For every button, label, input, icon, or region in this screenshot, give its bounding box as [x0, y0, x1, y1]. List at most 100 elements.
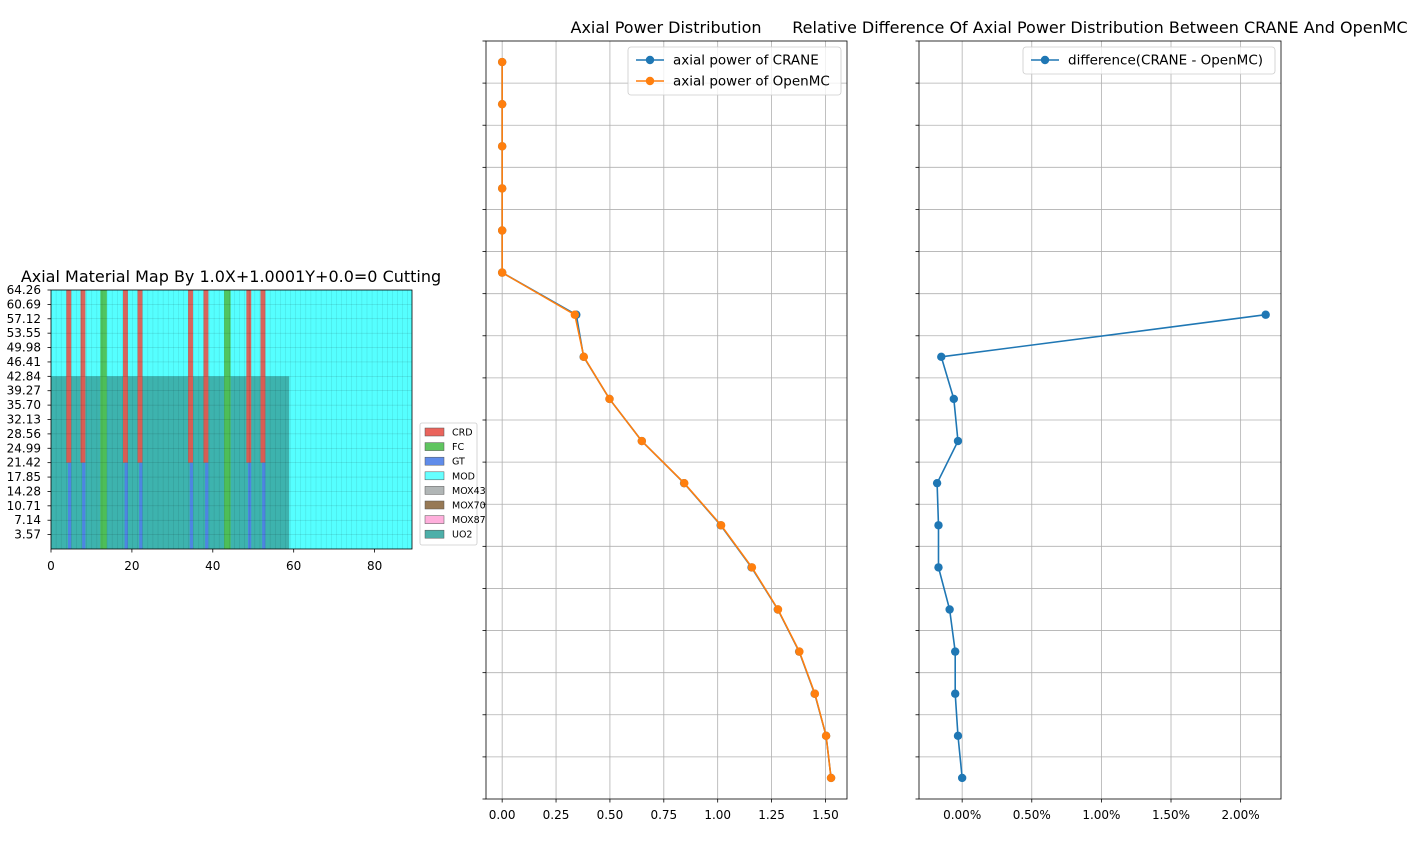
data-point	[810, 689, 820, 698]
data-point	[716, 521, 726, 530]
data-point	[747, 563, 757, 572]
x-tick-label: 1.50	[812, 808, 839, 822]
data-point	[680, 478, 689, 488]
material-stripe-gt	[205, 462, 209, 549]
material-stripe-gt	[82, 462, 86, 549]
data-point	[605, 394, 614, 404]
x-tick-label: 0.50%	[1013, 808, 1051, 822]
legend-label-fc: FC	[452, 442, 464, 453]
x-tick-label: 1.25	[758, 808, 785, 822]
y-tick-label: 32.13	[7, 413, 41, 427]
data-point	[953, 436, 963, 446]
data-point	[951, 647, 960, 656]
x-tick-label: 0.00	[489, 808, 516, 822]
axial-power-grid	[486, 41, 847, 799]
material-stripe-gt	[247, 462, 252, 549]
difference-axes: 0.00% 0.50% 1.00% 1.50% 2.00%	[915, 40, 1260, 822]
data-point	[795, 647, 804, 656]
difference-panel: Relative Difference Of Axial Power Distr…	[792, 18, 1407, 822]
material-stripe-fc	[224, 290, 231, 549]
material-map-panel: Axial Material Map By 1.0X+1.0001Y+0.0=0…	[7, 267, 486, 573]
y-tick-label: 53.55	[7, 326, 41, 340]
legend-marker-0	[1040, 55, 1050, 65]
data-point	[826, 773, 836, 783]
material-stripe-fc	[100, 290, 107, 549]
data-point	[932, 478, 942, 488]
data-point	[821, 731, 831, 741]
legend-marker-1	[645, 76, 655, 86]
series-line-0	[936, 313, 1266, 779]
legend-label-mox43: MOX43	[452, 486, 486, 497]
axial-power-legend-frame	[627, 46, 842, 96]
data-point	[945, 605, 954, 614]
data-point	[949, 394, 959, 404]
material-stripe-gt	[189, 462, 193, 549]
material-stripe-crd	[188, 290, 193, 463]
material-legend-frame	[419, 422, 478, 546]
data-point	[957, 773, 967, 783]
y-tick-label: 42.84	[7, 369, 41, 383]
y-tick-label: 14.28	[7, 484, 41, 498]
material-stripe-crd	[66, 290, 72, 463]
y-tick-label: 60.69	[7, 297, 41, 311]
material-stripe-crd	[260, 290, 266, 463]
legend-label-mox87: MOX87	[452, 515, 486, 526]
material-stripe-crd	[246, 290, 252, 463]
axial-power-panel: Axial Power Distribution 0.00 0.25 0.50 0.7…	[482, 18, 848, 822]
x-tick-label: 20	[124, 559, 139, 573]
data-point	[937, 352, 946, 362]
material-map-frame	[50, 289, 413, 550]
material-stripe-gt	[139, 462, 143, 549]
data-point	[570, 310, 579, 319]
data-point	[953, 731, 963, 741]
axial-power-legend: axial power of CRANE axial power of OpenM…	[627, 46, 842, 96]
legend-label-mox70: MOX70	[452, 501, 486, 512]
material-stripe-crd	[80, 290, 86, 463]
y-tick-label: 21.42	[7, 456, 41, 470]
legend-swatch-crd	[424, 427, 445, 437]
x-tick-label: 60	[286, 559, 301, 573]
legend-label-gt: GT	[452, 457, 465, 468]
y-tick-label: 3.57	[14, 528, 41, 542]
data-point	[497, 99, 507, 109]
legend-label-crd: CRD	[452, 428, 473, 439]
y-tick-label: 46.41	[7, 355, 41, 369]
data-point	[1261, 310, 1270, 319]
x-tick-label: 0.25	[543, 808, 570, 822]
legend-marker-0	[645, 55, 655, 65]
legend-swatch-fc	[424, 442, 445, 451]
data-point	[934, 521, 943, 530]
material-map-plot	[51, 289, 412, 549]
material-stripe-gt	[262, 462, 266, 549]
legend-label-mod: MOD	[452, 471, 475, 482]
y-tick-label: 17.85	[7, 470, 41, 484]
material-map-title: Axial Material Map By 1.0X+1.0001Y+0.0=0…	[21, 267, 441, 286]
material-stripe-gt	[124, 462, 128, 549]
difference-legend-frame	[1022, 46, 1276, 75]
series-line-1	[501, 62, 832, 779]
data-point	[497, 226, 507, 235]
x-tick-label: 0.75	[650, 808, 677, 822]
x-tick-label: 1.50%	[1152, 808, 1190, 822]
legend-label-uo2: UO2	[452, 530, 472, 541]
x-tick-label: 0.50	[597, 808, 624, 822]
legend-label-1: axial power of OpenMC	[673, 74, 830, 90]
material-stripe-crd	[203, 290, 209, 463]
x-tick-label: 1.00%	[1082, 808, 1120, 822]
x-tick-label: 2.00%	[1222, 808, 1260, 822]
axial-power-axes: 0.00 0.25 0.50 0.75 1.00 1.25 1.50	[482, 40, 839, 822]
legend-swatch-uo2	[424, 529, 445, 539]
y-tick-label: 39.27	[7, 384, 41, 398]
y-tick-label: 7.14	[14, 513, 41, 527]
material-map-legend: CRD FC GT MOD MOX43 MOX70 MOX87 UO2	[419, 422, 486, 546]
legend-swatch-mox43	[424, 486, 445, 495]
data-point	[497, 184, 507, 193]
legend-swatch-gt	[424, 456, 445, 466]
data-point	[637, 436, 647, 446]
y-tick-label: 10.71	[7, 499, 41, 513]
legend-swatch-mox87	[424, 515, 445, 524]
x-tick-label: 1.00	[704, 808, 731, 822]
x-tick-label: 0.00%	[943, 808, 981, 822]
data-point	[497, 57, 507, 67]
